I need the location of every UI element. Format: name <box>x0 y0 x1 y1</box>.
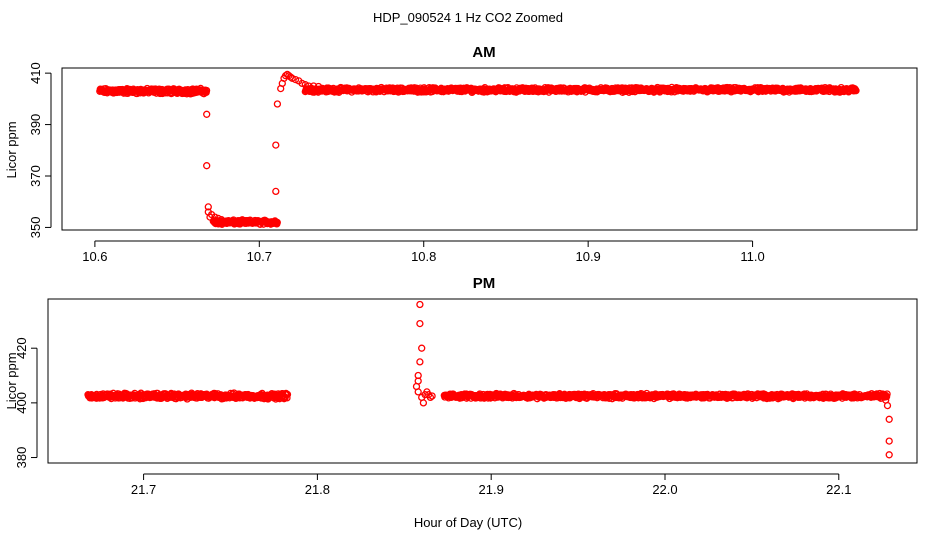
am-y-axis-label: Licor ppm <box>4 121 19 178</box>
am-data-points <box>96 70 860 228</box>
pm-data-point <box>416 300 424 309</box>
pm-data-point <box>416 358 424 366</box>
am-data-point <box>288 74 296 82</box>
am-data-point <box>314 82 323 91</box>
am-data-point <box>272 187 280 196</box>
pm-data-point <box>885 437 893 445</box>
am-data-point <box>202 86 211 95</box>
am-data-point <box>203 162 211 170</box>
am-data-point <box>273 218 281 227</box>
pm-x-tick-label: 22.1 <box>826 482 851 497</box>
am-y-tick-label: 410 <box>28 62 43 84</box>
pm-data-point <box>882 393 891 401</box>
am-data-point <box>852 87 860 95</box>
am-data-point <box>309 82 318 90</box>
pm-x-tick-label: 22.0 <box>652 482 677 497</box>
pm-y-tick-label: 380 <box>14 447 29 469</box>
pm-plot-frame <box>47 298 918 464</box>
am-plot-frame <box>61 67 918 231</box>
am-panel: AM Licor ppm 10.6 10.7 10.8 10.9 11.0 350 370 3… <box>4 44 918 264</box>
pm-x-tick-label: 21.7 <box>131 482 156 497</box>
pm-panel-title: PM <box>473 275 496 292</box>
pm-data-point <box>885 451 893 459</box>
pm-data-point <box>283 390 292 399</box>
am-data-point <box>217 216 226 224</box>
am-x-tick-label: 10.6 <box>82 249 107 264</box>
am-y-tick-label: 390 <box>28 114 43 136</box>
pm-data-point <box>419 399 428 407</box>
am-data-point <box>281 72 290 80</box>
am-data-point <box>272 141 280 149</box>
pm-data-point <box>414 388 422 396</box>
am-x-tick-label: 10.7 <box>247 249 272 264</box>
am-data-point <box>304 82 313 90</box>
pm-data-point <box>426 393 435 402</box>
am-data-point <box>211 213 219 221</box>
am-data-point <box>203 110 211 118</box>
pm-data-point <box>418 344 426 352</box>
am-data-point <box>291 75 300 84</box>
am-x-tick-label: 10.9 <box>575 249 600 264</box>
figure-title: HDP_090524 1 Hz CO2 Zoomed <box>373 10 563 25</box>
am-data-point <box>214 214 222 223</box>
pm-data-point <box>428 392 436 400</box>
figure-xlabel: Hour of Day (UTC) <box>414 515 522 530</box>
am-x-tick-label: 11.0 <box>740 249 764 264</box>
pm-x-tick-label: 21.8 <box>305 482 330 497</box>
pm-data-points <box>84 300 893 459</box>
pm-data-point <box>283 394 291 402</box>
pm-panel: PM Licor ppm 21.7 21.8 21.9 22.0 22.1 380 400 4… <box>4 275 918 497</box>
am-x-tick-label: 10.8 <box>411 249 436 264</box>
am-panel-title: AM <box>472 44 495 61</box>
am-data-point <box>222 217 231 225</box>
am-data-point <box>273 100 282 108</box>
am-data-point <box>301 81 309 89</box>
am-y-tick-label: 370 <box>28 165 43 187</box>
pm-y-tick-label: 420 <box>14 337 29 359</box>
pm-y-tick-label: 400 <box>14 392 29 414</box>
pm-y-axis-label: Licor ppm <box>4 352 19 409</box>
am-data-point <box>204 203 212 211</box>
pm-data-point <box>883 401 892 410</box>
pm-data-point <box>416 319 424 328</box>
am-y-tick-label: 350 <box>28 217 43 239</box>
pm-data-point <box>885 415 893 423</box>
pm-x-tick-label: 21.9 <box>479 482 504 497</box>
